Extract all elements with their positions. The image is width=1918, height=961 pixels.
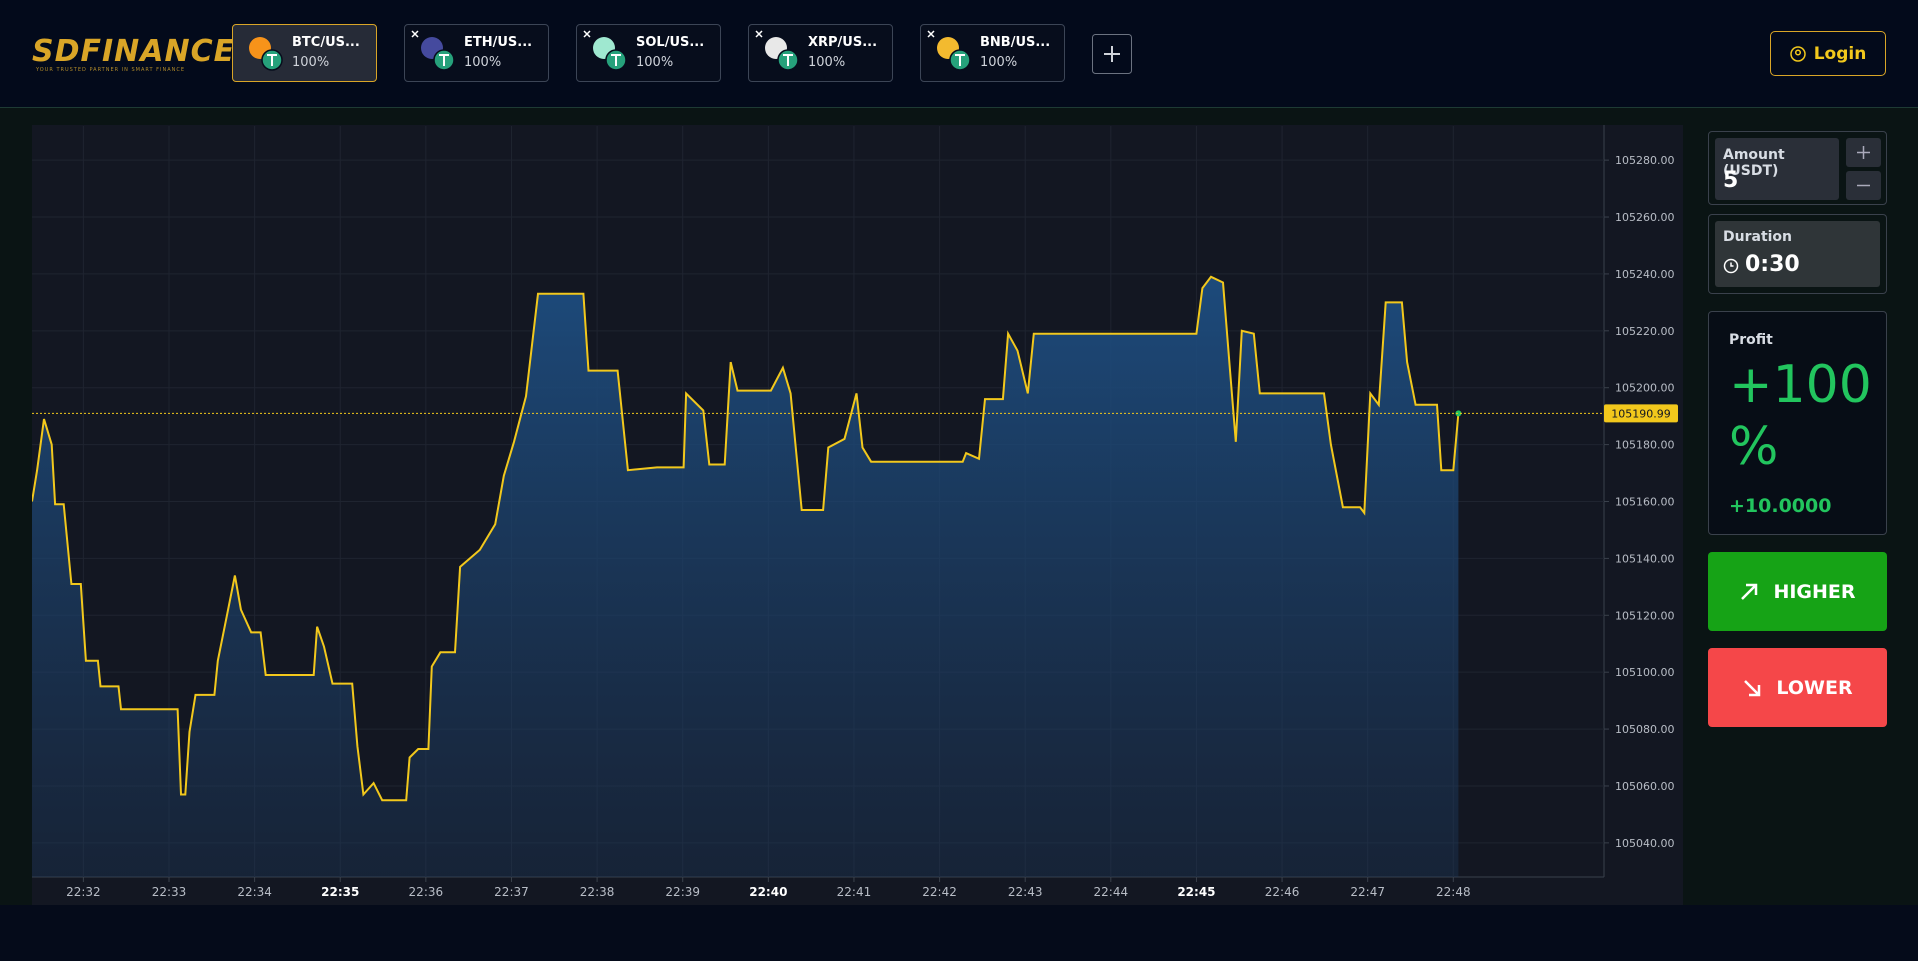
x-tick-label: 22:39: [665, 885, 700, 899]
close-tab-button[interactable]: [582, 29, 592, 39]
x-tick-label: 22:40: [749, 885, 787, 899]
y-tick-label: 105060.00: [1615, 780, 1675, 793]
profit-percent: +100 %: [1729, 355, 1872, 477]
pair-name: XRP/US...: [808, 35, 878, 50]
pair-name: BNB/US...: [980, 35, 1051, 50]
y-tick-label: 105120.00: [1615, 609, 1675, 622]
user-icon: [1789, 45, 1806, 62]
y-tick-label: 105040.00: [1615, 837, 1675, 850]
amount-box: Amount (USDT) 5: [1708, 131, 1887, 205]
arrow-down-icon: [1744, 679, 1761, 696]
x-tick-label: 22:43: [1008, 885, 1043, 899]
x-tick-label: 22:35: [321, 885, 359, 899]
higher-button[interactable]: HIGHER: [1708, 552, 1887, 631]
x-tick-label: 22:47: [1350, 885, 1385, 899]
pair-payout: 100%: [464, 55, 502, 70]
duration-box: Duration 0:30: [1708, 214, 1887, 294]
close-tab-button[interactable]: [754, 29, 764, 39]
tether-glyph: [267, 54, 277, 66]
lower-button[interactable]: LOWER: [1708, 648, 1887, 727]
pair-name: SOL/US...: [636, 35, 705, 50]
amount-label: Amount (USDT): [1723, 147, 1785, 179]
x-tick-label: 22:45: [1177, 885, 1215, 899]
pair-name: BTC/US...: [292, 35, 360, 50]
x-tick-label: 22:36: [409, 885, 444, 899]
x-tick-label: 22:41: [837, 885, 872, 899]
x-tick-label: 22:38: [580, 885, 615, 899]
y-tick-label: 105100.00: [1615, 666, 1675, 679]
chart: 105040.00 105060.00 105080.00 105100.00 1051…: [32, 125, 1683, 905]
close-icon: [755, 30, 763, 38]
pair-icon: [249, 37, 283, 71]
y-tick-label: 105180.00: [1615, 439, 1675, 452]
tether-glyph: [611, 54, 621, 66]
pair-tab[interactable]: BTC/US... 100%: [232, 24, 377, 82]
duration-input[interactable]: Duration 0:30: [1715, 221, 1880, 287]
duration-label: Duration: [1723, 229, 1793, 245]
close-icon: [411, 30, 419, 38]
logo-tagline: YOUR TRUSTED PARTNER IN SMART FINANCE: [36, 67, 186, 73]
pair-payout: 100%: [980, 55, 1018, 70]
x-tick-label: 22:33: [152, 885, 187, 899]
close-tab-button[interactable]: [410, 29, 420, 39]
pair-payout: 100%: [292, 55, 330, 70]
x-tick-label: 22:34: [237, 885, 272, 899]
pair-tab[interactable]: ETH/US... 100%: [404, 24, 549, 82]
tether-glyph: [955, 54, 965, 66]
pair-icon: [765, 37, 799, 71]
clock-icon: [1723, 258, 1739, 274]
login-button[interactable]: Login: [1770, 31, 1886, 76]
profit-label: Profit: [1729, 332, 1773, 348]
profit-box: Profit +100 % +10.0000: [1708, 311, 1887, 535]
close-icon: [927, 30, 935, 38]
logo[interactable]: SDFINANCE: [32, 34, 236, 69]
login-label: Login: [1813, 43, 1867, 64]
close-tab-button[interactable]: [926, 29, 936, 39]
x-tick-label: 22:42: [922, 885, 957, 899]
pair-icon: [937, 37, 971, 71]
y-tick-label: 105280.00: [1615, 154, 1675, 167]
amount-value: 5: [1723, 168, 1739, 193]
header: SDFINANCE YOUR TRUSTED PARTNER IN SMART …: [0, 0, 1918, 108]
higher-label: HIGHER: [1773, 580, 1856, 603]
pair-icon: [421, 37, 455, 71]
y-tick-label: 105140.00: [1615, 552, 1675, 565]
y-tick-label: 105220.00: [1615, 325, 1675, 338]
pair-name: ETH/US...: [464, 35, 533, 50]
area: [32, 276, 1459, 877]
close-icon: [583, 30, 591, 38]
tether-glyph: [783, 54, 793, 66]
y-tick-label: 105080.00: [1615, 723, 1675, 736]
lower-label: LOWER: [1776, 676, 1853, 699]
x-tick-label: 22:46: [1265, 885, 1300, 899]
profit-amount: +10.0000: [1729, 495, 1832, 517]
x-tick-label: 22:37: [494, 885, 529, 899]
pair-tab[interactable]: XRP/US... 100%: [748, 24, 893, 82]
x-tick-label: 22:44: [1094, 885, 1129, 899]
price-line: [32, 275, 1460, 802]
amount-input[interactable]: Amount (USDT) 5: [1715, 138, 1839, 200]
current-price-tag: [1604, 404, 1678, 423]
increase-button[interactable]: [1846, 138, 1881, 167]
x-tick-label: 22:32: [66, 885, 101, 899]
y-tick-label: 105260.00: [1615, 211, 1675, 224]
tether-glyph: [439, 54, 449, 66]
pair-payout: 100%: [636, 55, 674, 70]
y-tick-label: 105240.00: [1615, 268, 1675, 281]
x-tick-label: 22:48: [1436, 885, 1471, 899]
duration-value: 0:30: [1745, 252, 1800, 277]
pair-payout: 100%: [808, 55, 846, 70]
arrow-up-icon: [1741, 583, 1758, 600]
y-tick-label: 105200.00: [1615, 382, 1675, 395]
last-point: [1455, 410, 1462, 417]
add-tab-button[interactable]: [1092, 34, 1132, 74]
decrease-button[interactable]: [1846, 171, 1881, 200]
pair-tab[interactable]: SOL/US... 100%: [576, 24, 721, 82]
pair-icon: [593, 37, 627, 71]
pair-tab[interactable]: BNB/US... 100%: [920, 24, 1065, 82]
y-tick-label: 105160.00: [1615, 496, 1675, 509]
current-price-label: 105190.99: [1611, 407, 1671, 420]
